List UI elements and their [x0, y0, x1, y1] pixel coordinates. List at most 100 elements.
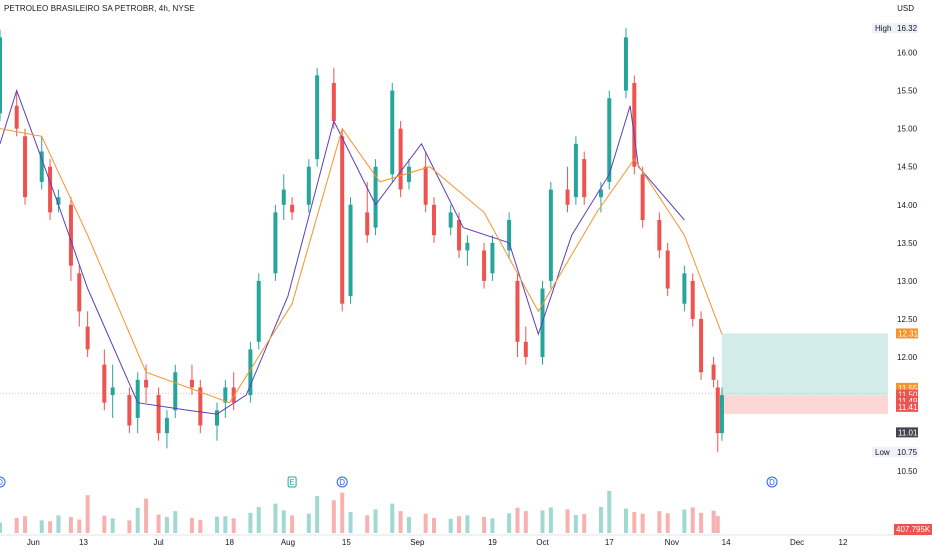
volume-bar — [173, 511, 178, 533]
candle-body — [598, 189, 603, 198]
volume-bar — [135, 507, 140, 533]
volume-bar — [423, 513, 428, 533]
candle-body — [573, 143, 578, 198]
candle-body — [248, 349, 253, 396]
volume-bar — [482, 517, 487, 533]
volume-value-tag — [894, 524, 932, 535]
volume-bar — [515, 507, 520, 533]
volume-bar — [665, 513, 670, 533]
candle-body — [365, 212, 370, 236]
target-price-tag — [896, 328, 918, 339]
low-value: 10.75 — [897, 448, 918, 457]
volume-bar — [0, 522, 2, 533]
volume-bar — [682, 509, 687, 533]
candle-body — [127, 395, 132, 426]
high-label-box — [872, 23, 918, 34]
stop-price-tag — [896, 401, 918, 412]
candle-body — [77, 273, 82, 312]
volume-bar — [156, 514, 161, 533]
volume-bar — [68, 517, 73, 533]
candle-body — [623, 37, 628, 91]
time-tick-label: 19 — [488, 538, 497, 547]
time-tick-label: 13 — [79, 538, 88, 547]
candle-body — [189, 379, 194, 388]
time-tick-label: 15 — [342, 538, 351, 547]
candle-body — [665, 250, 670, 289]
candle-body — [719, 395, 724, 434]
candle-body — [607, 98, 612, 182]
candle-body — [173, 372, 178, 411]
candle-body — [164, 417, 169, 434]
volume-bar — [315, 496, 320, 533]
volume-bar — [110, 518, 115, 533]
price-tick-label: 15.00 — [897, 125, 918, 134]
chart-title: PETROLEO BRASILEIRO SA PETROBR, 4h, NYSE — [4, 4, 195, 13]
last-price-tag-text: 11.50 — [898, 391, 918, 400]
volume-bar — [432, 517, 436, 533]
candle-body — [523, 341, 528, 358]
earnings-event-marker — [287, 476, 297, 488]
price-tick-label: 13.50 — [897, 239, 918, 248]
candle-body — [223, 387, 228, 403]
candle-body — [457, 220, 462, 251]
candle-body — [256, 280, 261, 342]
volume-bar — [573, 514, 578, 533]
volume-bar — [340, 492, 345, 533]
volume-bar — [231, 518, 236, 533]
event-marker-letter: D — [339, 478, 345, 487]
time-tick-label: Oct — [536, 538, 549, 547]
candle-body — [657, 220, 662, 251]
stop-price-tag-text: 11.41 — [898, 403, 918, 412]
candle-body — [711, 364, 716, 380]
volume-bar — [144, 498, 149, 533]
price-tick-label: 12.50 — [897, 315, 918, 324]
time-tick-label: Dec — [790, 538, 804, 547]
candle-body — [565, 189, 570, 205]
candle-body — [331, 82, 336, 122]
time-tick-label: Nov — [665, 538, 679, 547]
volume-bar — [582, 514, 587, 533]
volume-bar — [290, 515, 295, 533]
volume-bar — [623, 508, 628, 533]
candle-body — [290, 204, 295, 213]
volume-bar — [215, 516, 219, 533]
entry-upper-price-tag-text: 11.55 — [898, 384, 918, 393]
volume-bar — [711, 510, 716, 533]
volume-bar — [198, 519, 203, 533]
price-tick-label: 13.00 — [897, 277, 918, 286]
event-marker-letter: D — [769, 478, 775, 487]
volume-bar — [85, 495, 90, 533]
entry-price-tag — [896, 395, 918, 406]
candle-body — [423, 166, 428, 205]
price-tick-label: 10.50 — [897, 467, 918, 476]
candle-body — [348, 204, 353, 297]
candle-body — [515, 280, 520, 342]
candle-body — [198, 387, 203, 426]
target-price-tag-text: 12.31 — [898, 329, 919, 338]
volume-bar — [465, 515, 470, 533]
candle-body — [273, 212, 278, 274]
volume-bar — [77, 519, 82, 533]
volume-value-text: 407.795K — [896, 525, 931, 534]
candle-body — [85, 326, 90, 350]
candle-body — [110, 387, 115, 396]
time-tick-label: 12 — [839, 538, 848, 547]
fast-moving-average-line — [0, 89, 685, 415]
candle-body — [465, 242, 470, 251]
volume-bar — [540, 510, 545, 533]
volume-bar — [699, 512, 704, 533]
candle-body — [144, 379, 149, 388]
volume-bar — [102, 515, 107, 533]
candle-body — [548, 189, 553, 281]
volume-bar — [306, 513, 311, 533]
candle-body — [135, 379, 140, 418]
candle-body — [340, 136, 345, 304]
volume-bar — [56, 515, 61, 533]
volume-bar — [348, 512, 353, 533]
dividend-event-marker — [766, 476, 778, 488]
time-tick-label: Jul — [153, 538, 163, 547]
candle-body — [490, 242, 495, 274]
high-value: 16.32 — [897, 24, 918, 33]
candle-body — [682, 273, 687, 304]
